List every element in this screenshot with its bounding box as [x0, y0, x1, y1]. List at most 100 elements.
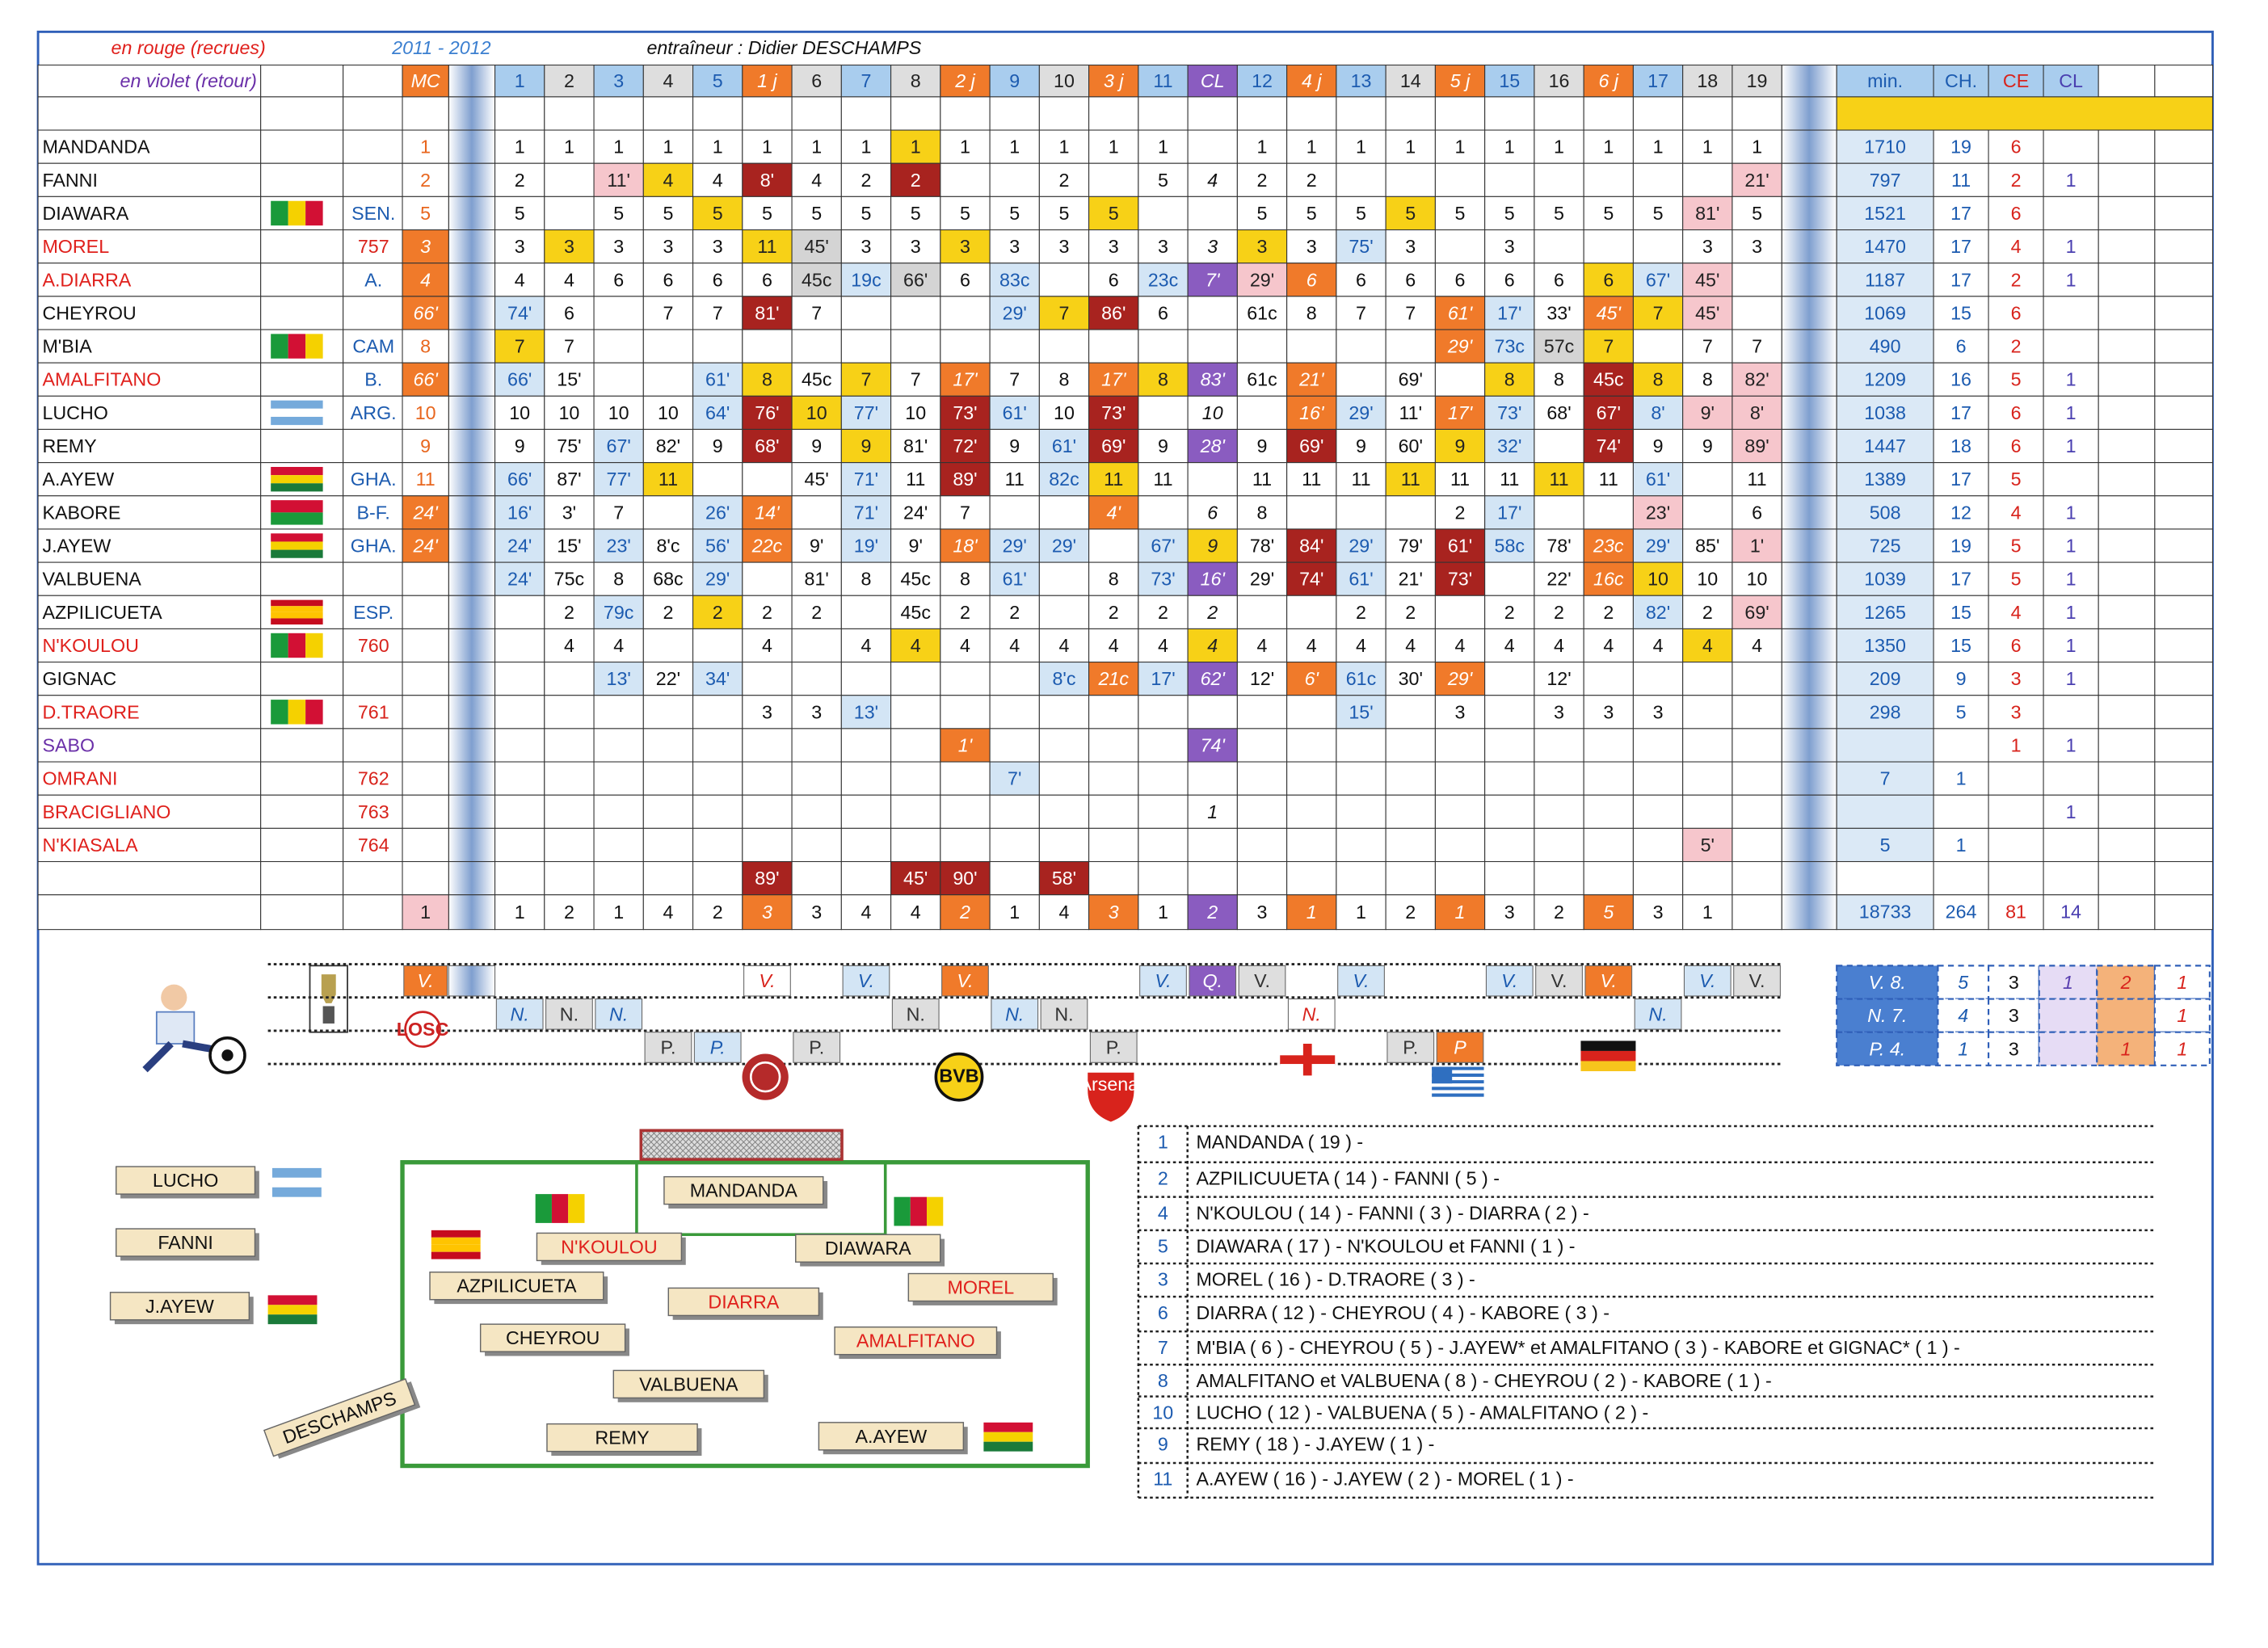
- cell-text: 1: [1455, 902, 1466, 923]
- cell: [1732, 462, 1782, 497]
- cell: [544, 695, 595, 729]
- cell: [1038, 362, 1090, 397]
- gradient-cell: [448, 827, 496, 863]
- cell: [791, 860, 842, 896]
- cell-text: 3: [1257, 902, 1268, 923]
- result-text: P.: [809, 1036, 824, 1057]
- cell-text: 14': [755, 502, 781, 523]
- cell-text: 4 j: [1302, 70, 1322, 91]
- box: [115, 1166, 256, 1195]
- scorer-text: LUCHO ( 12 ) - VALBUENA ( 5 ) - AMALFITA…: [1196, 1402, 1648, 1423]
- cell-text: 4: [713, 170, 723, 191]
- cell: [1484, 894, 1535, 931]
- cell: [2098, 628, 2156, 663]
- cell-text: 3': [562, 502, 576, 523]
- cell: [642, 894, 694, 931]
- cell: [642, 162, 694, 197]
- shirt-number: 8: [1158, 1370, 1168, 1391]
- cell: [642, 695, 694, 729]
- gradient-cell: [448, 728, 496, 763]
- cell-text: 9: [1702, 435, 1713, 456]
- cell: [791, 96, 842, 131]
- cell-text: 15: [1950, 635, 1971, 656]
- cell: [1732, 894, 1782, 931]
- cell-text: 10: [1054, 70, 1075, 91]
- cell: [940, 662, 991, 696]
- cell-text: 73': [1101, 402, 1126, 423]
- cell: [343, 428, 403, 464]
- summary-cell: [1937, 965, 1990, 1000]
- cell-text: 4: [1207, 170, 1218, 191]
- cell: [940, 528, 991, 563]
- cell: [1988, 561, 2044, 596]
- cell-text: 2: [1702, 602, 1713, 623]
- cell: [2098, 860, 2156, 896]
- cell: [1385, 827, 1436, 863]
- cell: [593, 462, 644, 497]
- cell: [742, 229, 793, 264]
- cell-text: 6: [1956, 336, 1967, 357]
- flag-stripe: [267, 1295, 318, 1305]
- cell: [1286, 362, 1337, 397]
- cell: [890, 894, 941, 931]
- cell-text: 6 j: [1599, 70, 1619, 91]
- cell: [1286, 595, 1337, 629]
- cell: [1038, 462, 1090, 497]
- cell: [791, 162, 842, 197]
- summary-cell: [2153, 1031, 2211, 1066]
- gradient-cell: [448, 495, 496, 530]
- cell-text: 9: [1009, 70, 1020, 91]
- box: [818, 1422, 965, 1451]
- cell: [1988, 827, 2044, 863]
- cell: [2043, 528, 2099, 563]
- cell-text: 8': [1750, 402, 1764, 423]
- cell-text: 1470: [1864, 236, 1906, 257]
- cell: [1836, 263, 1934, 297]
- player-label: A.AYEW: [856, 1426, 928, 1447]
- result-text: V.: [1254, 970, 1270, 991]
- result-text: N.: [1054, 1003, 1073, 1024]
- cell: [1632, 595, 1684, 629]
- cell: [1583, 428, 1634, 464]
- cell-text: 15': [557, 536, 581, 557]
- cell-text: 7: [663, 302, 673, 323]
- cell-text: 21c: [1097, 668, 1129, 689]
- cell-text: 74': [1201, 734, 1227, 755]
- cell-text: 19: [1747, 70, 1768, 91]
- cell-text: 1: [960, 137, 970, 158]
- cell: [1732, 695, 1782, 729]
- cell: [402, 528, 449, 563]
- cell: [2154, 296, 2213, 330]
- cell-text: 73': [953, 402, 977, 423]
- kicker-picture: [142, 984, 246, 1074]
- cell-text: 2: [1603, 602, 1614, 623]
- cell: [1632, 296, 1684, 330]
- cell: [1088, 229, 1139, 264]
- summary-cell: [2096, 998, 2156, 1033]
- cell: [1988, 462, 2044, 497]
- cell-text: 1: [515, 902, 525, 923]
- cell: [2043, 329, 2099, 364]
- player-label: MOREL: [947, 1277, 1014, 1298]
- cell-text: 8: [911, 70, 921, 91]
- cell-text: 1 j: [757, 70, 777, 91]
- cell-text: 6: [1603, 269, 1614, 290]
- cell: [1682, 662, 1733, 696]
- cell-text: 75c: [554, 569, 585, 590]
- cell-text: 5: [1603, 203, 1614, 224]
- cell-text: 74': [507, 302, 532, 323]
- cell: [1933, 129, 1989, 164]
- cell: [642, 628, 694, 663]
- cell: [402, 827, 449, 863]
- cell: [1038, 229, 1090, 264]
- cell: [1187, 595, 1238, 629]
- cell: [1732, 162, 1782, 197]
- gradient-cell: [448, 329, 496, 364]
- cell-text: 1: [1257, 137, 1268, 158]
- cell-text: 13': [854, 701, 878, 722]
- cell: [2043, 64, 2099, 98]
- cell-text: 3: [1455, 701, 1466, 722]
- cell-text: 7: [564, 336, 574, 357]
- cell: [989, 528, 1040, 563]
- cell-text: 3: [713, 236, 723, 257]
